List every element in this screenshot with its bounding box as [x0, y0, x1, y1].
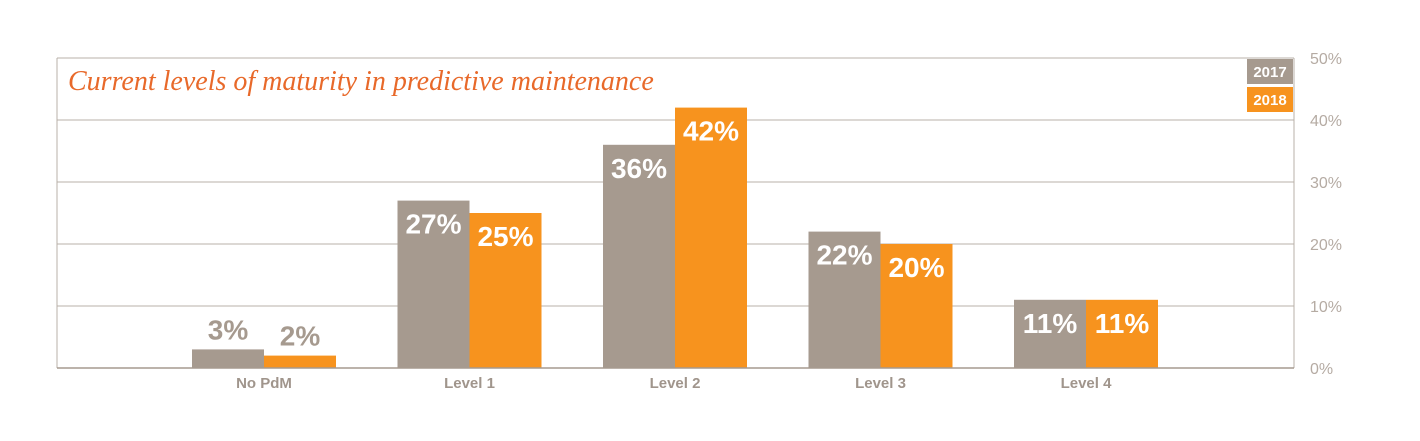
bar-2018 — [675, 107, 747, 368]
bar-2017 — [192, 349, 264, 368]
y-tick-label: 40% — [1310, 113, 1342, 130]
bar-2018 — [469, 213, 542, 368]
bar-2018 — [264, 355, 336, 368]
data-label: 11% — [1023, 308, 1078, 339]
bars: 3% 2% 27% 25% 36% 42% 22% 20% 11% 11% — [192, 107, 1158, 368]
data-label: 36% — [611, 153, 667, 184]
x-tick-label: Level 2 — [650, 375, 701, 392]
legend-swatch-2018 — [1247, 87, 1293, 112]
legend: 2017 2018 — [1247, 59, 1293, 112]
y-tick-label: 50% — [1310, 51, 1342, 68]
bar-2017 — [808, 231, 881, 368]
data-label: 2% — [280, 321, 321, 352]
x-tick-label: Level 3 — [855, 375, 906, 392]
legend-label: 2018 — [1253, 92, 1286, 109]
x-tick-label: Level 4 — [1061, 375, 1113, 392]
axes: 0% 10% 20% 30% 40% 50% No PdM Level 1 Level 2 Lev… — [56, 51, 1342, 392]
data-label: 42% — [683, 116, 739, 147]
bar-2018 — [1086, 299, 1158, 368]
data-label: 3% — [208, 314, 249, 345]
legend-swatch-2017 — [1247, 59, 1293, 84]
x-tick-label: Level 1 — [444, 375, 495, 392]
bar-2017 — [1014, 299, 1086, 368]
data-label: 27% — [405, 209, 461, 240]
y-tick-label: 20% — [1310, 237, 1342, 254]
chart-title: Current levels of maturity in predictive… — [68, 66, 654, 97]
data-label: 22% — [816, 240, 872, 271]
x-tick-label: No PdM — [236, 375, 292, 392]
bar-2017 — [397, 200, 470, 368]
y-tick-label: 0% — [1310, 361, 1333, 378]
y-tick-label: 10% — [1310, 299, 1342, 316]
data-label: 20% — [888, 252, 944, 283]
y-tick-label: 30% — [1310, 175, 1342, 192]
bar-2017 — [603, 144, 675, 368]
data-label: 11% — [1095, 308, 1150, 339]
legend-label: 2017 — [1253, 64, 1286, 81]
data-label: 25% — [477, 221, 533, 252]
bar-2018 — [880, 244, 953, 368]
